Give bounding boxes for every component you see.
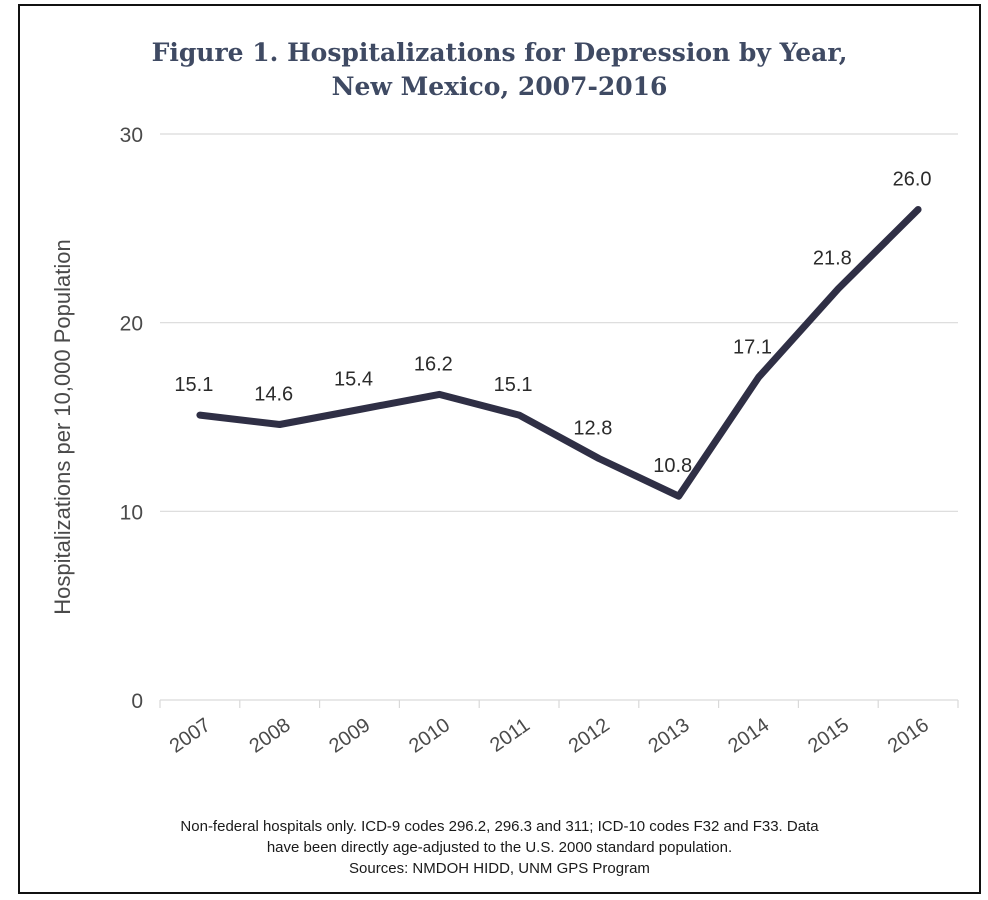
x-tick-label: 2008 (245, 714, 294, 758)
x-tick-label: 2009 (325, 714, 374, 758)
x-tick-label: 2016 (884, 714, 933, 758)
data-label: 14.6 (254, 384, 293, 406)
data-point (676, 494, 681, 499)
footnote-line-3: Sources: NMDOH HIDD, UNM GPS Program (349, 860, 650, 877)
data-point (437, 392, 442, 397)
data-label: 26.0 (893, 168, 932, 190)
data-label: 16.2 (414, 353, 453, 375)
data-point (197, 413, 202, 418)
data-point (596, 456, 601, 461)
y-axis-title: Hospitalizations per 10,000 Population (50, 239, 75, 614)
x-tick-label: 2011 (486, 714, 534, 757)
y-tick-label: 10 (120, 501, 143, 524)
x-tick-label: 2007 (166, 714, 215, 758)
chart-title: Figure 1. Hospitalizations for Depressio… (20, 36, 979, 104)
chart-footnote: Non-federal hospitals only. ICD-9 codes … (20, 816, 979, 879)
figure-frame: Figure 1. Hospitalizations for Depressio… (18, 4, 981, 894)
data-label: 21.8 (813, 248, 852, 270)
data-point (836, 286, 841, 291)
chart-title-line-2: New Mexico, 2007-2016 (331, 72, 668, 101)
y-tick-label: 0 (131, 690, 143, 713)
data-label: 12.8 (573, 418, 612, 440)
data-point (277, 422, 282, 427)
data-point (916, 207, 921, 212)
x-tick-label: 2010 (405, 714, 454, 758)
footnote-line-1: Non-federal hospitals only. ICD-9 codes … (180, 818, 819, 835)
data-point (517, 413, 522, 418)
chart-title-line-1: Figure 1. Hospitalizations for Depressio… (151, 38, 848, 67)
x-tick-label: 2012 (565, 714, 614, 758)
series-line (196, 206, 922, 500)
x-tick-label: 2015 (804, 714, 853, 758)
y-tick-label: 30 (120, 124, 143, 147)
x-tick-label: 2013 (644, 714, 693, 758)
data-label: 15.4 (334, 368, 373, 390)
data-label: 17.1 (733, 336, 772, 358)
data-point (357, 407, 362, 412)
footnote-line-2: have been directly age-adjusted to the U… (266, 839, 733, 856)
data-label: 15.1 (494, 374, 533, 396)
y-tick-label: 20 (120, 313, 143, 336)
x-tick-label: 2014 (724, 714, 773, 758)
data-label: 15.1 (174, 374, 213, 396)
data-label: 10.8 (653, 455, 692, 477)
data-point (756, 375, 761, 380)
